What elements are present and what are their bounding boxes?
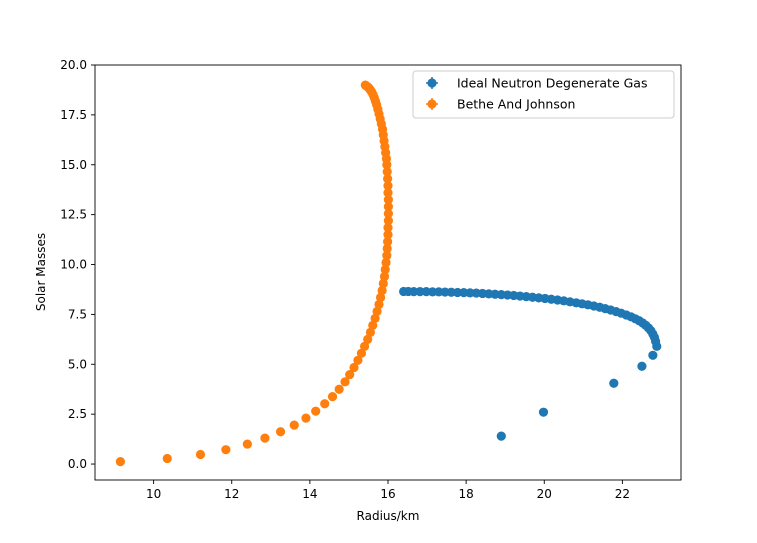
y-tick-label: 0.0 bbox=[68, 457, 87, 471]
y-tick-label: 7.5 bbox=[68, 307, 87, 321]
data-point-series-2 bbox=[379, 271, 390, 282]
legend-marker-2 bbox=[427, 99, 437, 109]
plot-area bbox=[115, 80, 662, 467]
data-point-series-2 bbox=[381, 257, 391, 268]
data-point-series-2 bbox=[289, 420, 299, 430]
data-point-series-2 bbox=[334, 384, 344, 394]
y-tick-label: 2.5 bbox=[68, 407, 87, 421]
data-point-series-2 bbox=[383, 174, 393, 184]
data-point-series-2 bbox=[383, 236, 393, 247]
data-point-series-2 bbox=[162, 453, 172, 464]
data-point-series-2 bbox=[340, 377, 350, 387]
data-point-series-2 bbox=[115, 457, 125, 467]
data-point-series-2 bbox=[380, 264, 390, 275]
data-point-series-1 bbox=[399, 286, 409, 297]
data-point-series-2 bbox=[377, 285, 387, 296]
x-tick-label: 16 bbox=[380, 487, 395, 501]
y-tick-label: 12.5 bbox=[60, 208, 87, 222]
data-point-series-2 bbox=[374, 299, 384, 310]
y-tick-label: 20.0 bbox=[60, 58, 87, 72]
data-point-series-2 bbox=[382, 243, 392, 254]
y-tick-label: 15.0 bbox=[60, 158, 87, 172]
y-tick-label: 17.5 bbox=[60, 108, 87, 122]
data-point-series-2 bbox=[383, 216, 393, 226]
data-point-series-2 bbox=[242, 439, 252, 449]
data-point-series-1 bbox=[609, 378, 619, 388]
data-point-series-1 bbox=[648, 350, 658, 360]
x-tick-label: 10 bbox=[146, 487, 161, 501]
data-point-series-2 bbox=[383, 181, 393, 191]
data-point-series-2 bbox=[301, 413, 311, 423]
y-tick-label: 5.0 bbox=[68, 357, 87, 371]
data-point-series-2 bbox=[365, 327, 376, 337]
data-point-series-2 bbox=[221, 445, 231, 455]
data-point-series-2 bbox=[311, 406, 321, 416]
data-point-series-2 bbox=[383, 188, 393, 198]
legend-label-1: Ideal Neutron Degenerate Gas bbox=[457, 76, 647, 91]
data-point-series-2 bbox=[345, 370, 355, 380]
axes: 10 12 14 16 18 20 22 0.0 2.5 5.0 7.5 10.0 12.5 15.0 17… bbox=[60, 58, 682, 501]
data-point-series-2 bbox=[382, 167, 392, 177]
data-point-series-2 bbox=[383, 195, 393, 205]
x-tick-label: 18 bbox=[458, 487, 473, 501]
data-point-series-2 bbox=[368, 320, 378, 330]
data-point-series-2 bbox=[372, 306, 382, 317]
y-tick-label: 10.0 bbox=[60, 258, 87, 272]
x-tick-label: 22 bbox=[615, 487, 630, 501]
legend-label-2: Bethe And Johnson bbox=[457, 97, 575, 112]
x-tick-label: 14 bbox=[302, 487, 317, 501]
data-point-series-2 bbox=[195, 449, 206, 460]
data-point-series-1 bbox=[637, 361, 647, 371]
legend-box bbox=[412, 70, 675, 119]
data-point-series-2 bbox=[363, 334, 373, 344]
data-point-series-2 bbox=[383, 202, 393, 212]
data-point-series-2 bbox=[360, 80, 370, 90]
y-axis-label: Solar Masses bbox=[34, 233, 48, 311]
data-point-series-2 bbox=[370, 313, 380, 323]
data-point-series-2 bbox=[375, 292, 386, 303]
data-point-series-2 bbox=[359, 341, 370, 351]
data-point-series-2 bbox=[260, 433, 270, 443]
data-point-series-1 bbox=[496, 431, 506, 441]
data-point-series-2 bbox=[320, 399, 330, 409]
legend: Ideal Neutron Degenerate Gas Bethe And Jo… bbox=[412, 70, 675, 119]
data-point-series-2 bbox=[349, 362, 359, 373]
legend-marker-1 bbox=[427, 78, 437, 88]
data-point-series-2 bbox=[275, 427, 286, 437]
x-tick-label: 12 bbox=[224, 487, 239, 501]
data-point-series-1 bbox=[538, 407, 549, 417]
data-point-series-2 bbox=[327, 392, 338, 402]
data-point-series-2 bbox=[353, 355, 363, 365]
data-point-series-2 bbox=[378, 278, 388, 289]
x-tick-label: 20 bbox=[537, 487, 552, 501]
data-point-series-2 bbox=[383, 223, 393, 233]
data-point-series-2 bbox=[356, 348, 367, 358]
data-point-series-2 bbox=[382, 250, 392, 261]
x-axis-label: Radius/km bbox=[357, 509, 420, 523]
data-point-series-2 bbox=[383, 209, 393, 219]
data-point-series-2 bbox=[383, 229, 393, 240]
